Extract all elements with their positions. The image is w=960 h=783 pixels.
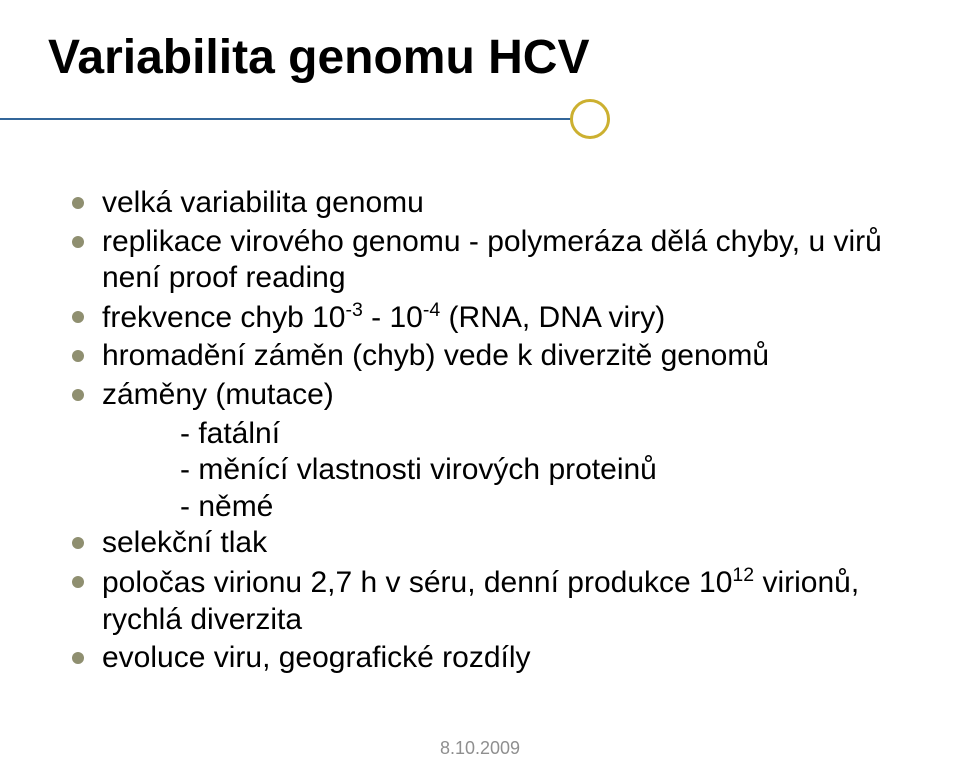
- list-item: frekvence chyb 10-3 - 10-4 (RNA, DNA vir…: [72, 299, 920, 337]
- bullet-dot-icon: [72, 197, 84, 209]
- list-item: selekční tlak: [72, 525, 920, 562]
- bullet-dot-icon: [72, 350, 84, 362]
- list-subitem: - měnící vlastnosti virových proteinů: [180, 452, 920, 489]
- accent-underline: [0, 118, 600, 120]
- list-item-text: hromadění záměn (chyb) vede k diverzitě …: [102, 338, 920, 375]
- accent-circle-icon: [570, 99, 610, 139]
- list-item: záměny (mutace): [72, 377, 920, 414]
- page-title: Variabilita genomu HCV: [48, 30, 589, 85]
- list-item-text: frekvence chyb 10-3 - 10-4 (RNA, DNA vir…: [102, 299, 920, 337]
- bullet-dot-icon: [72, 236, 84, 248]
- list-item: velká variabilita genomu: [72, 185, 920, 222]
- list-item-text: záměny (mutace): [102, 377, 920, 414]
- bullet-dot-icon: [72, 537, 84, 549]
- list-subitem: - fatální: [180, 416, 920, 453]
- bullet-dot-icon: [72, 311, 84, 323]
- footer-date: 8.10.2009: [0, 738, 960, 759]
- bullet-dot-icon: [72, 652, 84, 664]
- list-item: hromadění záměn (chyb) vede k diverzitě …: [72, 338, 920, 375]
- list-item: evoluce viru, geografické rozdíly: [72, 640, 920, 677]
- list-subitem: - němé: [180, 489, 920, 526]
- list-item: replikace virového genomu - polymeráza d…: [72, 224, 920, 297]
- list-item-text: poločas virionu 2,7 h v séru, denní prod…: [102, 564, 920, 638]
- bullet-dot-icon: [72, 576, 84, 588]
- list-item: poločas virionu 2,7 h v séru, denní prod…: [72, 564, 920, 638]
- bullet-list: velká variabilita genomureplikace virové…: [72, 185, 920, 679]
- list-item-text: selekční tlak: [102, 525, 920, 562]
- list-item-text: evoluce viru, geografické rozdíly: [102, 640, 920, 677]
- bullet-dot-icon: [72, 389, 84, 401]
- slide: Variabilita genomu HCV velká variabilita…: [0, 0, 960, 783]
- list-item-text: replikace virového genomu - polymeráza d…: [102, 224, 920, 297]
- title-area: Variabilita genomu HCV: [48, 30, 589, 85]
- list-item-text: velká variabilita genomu: [102, 185, 920, 222]
